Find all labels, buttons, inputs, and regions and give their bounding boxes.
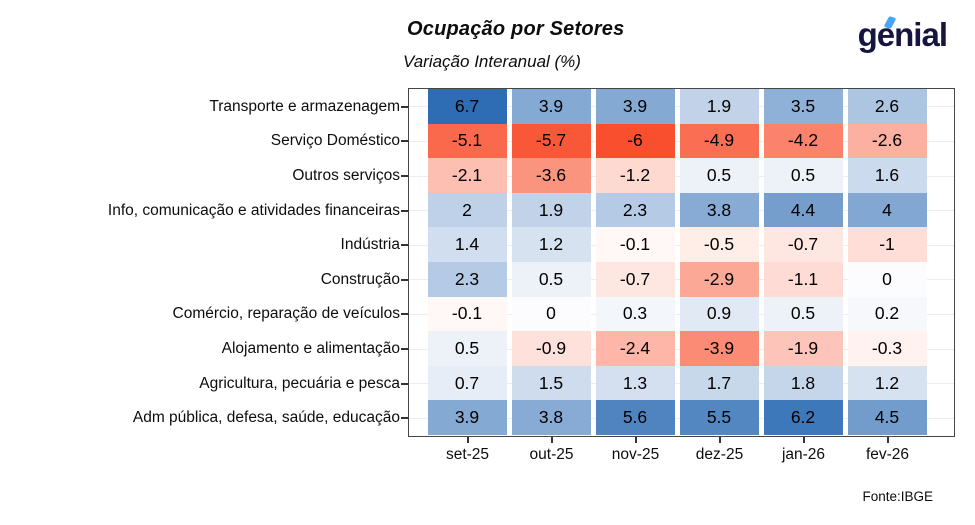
x-axis-label: jan-26	[781, 446, 826, 463]
y-tick	[401, 140, 408, 143]
heatmap-cell: -2.4	[595, 331, 675, 366]
y-axis-label: Info, comunicação e atividades financeir…	[107, 201, 400, 219]
heatmap-cell: -1	[847, 227, 927, 262]
heatmap-cell: 6.2	[763, 400, 843, 435]
y-tick	[401, 417, 408, 420]
heatmap-cell: -0.5	[679, 227, 759, 262]
heatmap-cell: 2.3	[595, 192, 675, 228]
heatmap-cell: 0.5	[763, 296, 843, 332]
y-axis-label: Agricultura, pecuária e pesca	[199, 374, 400, 392]
x-tick	[886, 437, 889, 443]
heatmap-cell: 0.5	[511, 262, 591, 297]
heatmap-cell: 1.6	[847, 158, 927, 193]
x-axis-label: dez-25	[695, 446, 744, 463]
heatmap-cell: 3.8	[511, 400, 591, 435]
y-tick	[401, 105, 408, 108]
heatmap-cell: -2.1	[427, 158, 507, 193]
logo-text: genial	[857, 16, 948, 53]
heatmap-cell: -1.1	[763, 262, 843, 297]
heatmap-cell: 2	[427, 192, 507, 228]
y-axis-label: Transporte e armazenagem	[209, 97, 400, 115]
heatmap-panel: 6.7 3.9 3.9 1.9 3.5 2.6 -5.1 -5.7 -6 -4.9 -4.2 -2.6…	[408, 88, 955, 437]
y-axis-label: Alojamento e alimentação	[221, 339, 400, 357]
heatmap-cell: -5.7	[511, 123, 591, 159]
heatmap-cell: -2.9	[679, 262, 759, 297]
page-subtitle: Variação Interanual (%)	[403, 52, 581, 71]
heatmap-cell: -1.2	[595, 158, 675, 193]
x-axis-label: out-25	[529, 446, 574, 463]
heatmap-cell: 2.3	[427, 262, 507, 297]
x-tick	[634, 437, 637, 443]
heatmap-cell: 1.4	[427, 227, 507, 262]
y-axis-label: Comércio, reparação de veículos	[172, 305, 400, 323]
heatmap-cell: 0	[511, 296, 591, 332]
heatmap-cell: 0.3	[595, 296, 675, 332]
heatmap-cell: 1.9	[679, 89, 759, 124]
heatmap-cell: 0.7	[427, 365, 507, 401]
y-tick	[401, 209, 408, 212]
heatmap-cell: -0.1	[595, 227, 675, 262]
heatmap-cell: -2.6	[847, 123, 927, 159]
heatmap-cell: 2.6	[847, 89, 927, 124]
heatmap-cell: -5.1	[427, 123, 507, 159]
heatmap-cell: 5.5	[679, 400, 759, 435]
heatmap-cell: 1.3	[595, 365, 675, 401]
heatmap-cell: 0.5	[427, 331, 507, 366]
heatmap-cell: 4.5	[847, 400, 927, 435]
heatmap-cell: -0.9	[511, 331, 591, 366]
heatmap-cell: -3.6	[511, 158, 591, 193]
heatmap-cell: 4.4	[763, 192, 843, 228]
y-tick	[401, 313, 408, 316]
genial-logo: genial	[857, 16, 948, 58]
heatmap-cell: 0	[847, 262, 927, 297]
heatmap-cell: 1.2	[847, 365, 927, 401]
x-tick	[718, 437, 721, 443]
x-axis-label: set-25	[445, 446, 490, 463]
y-axis-label: Construção	[320, 270, 400, 288]
x-axis-label: nov-25	[611, 446, 660, 463]
heatmap-cell: 1.2	[511, 227, 591, 262]
x-tick	[802, 437, 805, 443]
heatmap-cell: 5.6	[595, 400, 675, 435]
heatmap-cell: -0.3	[847, 331, 927, 366]
y-axis-label: Serviço Doméstico	[270, 132, 400, 150]
heatmap-cell: -0.1	[427, 296, 507, 332]
x-tick	[550, 437, 553, 443]
heatmap-cell: -1.9	[763, 331, 843, 366]
x-tick	[466, 437, 469, 443]
y-axis-label: Adm pública, defesa, saúde, educação	[132, 409, 400, 427]
y-tick	[401, 175, 408, 177]
source-note: Fonte:IBGE	[862, 489, 933, 504]
heatmap-cell: 0.5	[763, 158, 843, 193]
heatmap-cell: -6	[595, 123, 675, 159]
heatmap-cell: 3.9	[595, 89, 675, 124]
heatmap-cell: 1.5	[511, 365, 591, 401]
heatmap-cell: 3.8	[679, 192, 759, 228]
y-axis-label: Outros serviços	[292, 166, 400, 184]
y-tick	[401, 382, 408, 385]
heatmap-cell: 3.9	[511, 89, 591, 124]
heatmap-cell: 6.7	[427, 89, 507, 124]
heatmap-cell: 1.8	[763, 365, 843, 401]
y-tick	[401, 244, 408, 247]
heatmap-cell: 0.5	[679, 158, 759, 193]
heatmap-cell: 0.2	[847, 296, 927, 332]
heatmap-cell: -4.2	[763, 123, 843, 159]
y-tick	[401, 278, 408, 281]
heatmap-cell: 4	[847, 192, 927, 228]
heatmap-cell: -0.7	[763, 227, 843, 262]
heatmap-cell: -3.9	[679, 331, 759, 366]
heatmap-cell: 0.9	[679, 296, 759, 332]
page-title: Ocupação por Setores	[407, 18, 625, 40]
heatmap-cell: -0.7	[595, 262, 675, 297]
heatmap-cell: -4.9	[679, 123, 759, 159]
heatmap-cell: 3.5	[763, 89, 843, 124]
heatmap-cell: 1.9	[511, 192, 591, 228]
x-axis-label: fev-26	[865, 446, 910, 463]
heatmap-cell: 1.7	[679, 365, 759, 401]
heatmap-cell: 3.9	[427, 400, 507, 435]
y-tick	[401, 348, 408, 350]
y-axis-label: Indústria	[340, 236, 400, 254]
